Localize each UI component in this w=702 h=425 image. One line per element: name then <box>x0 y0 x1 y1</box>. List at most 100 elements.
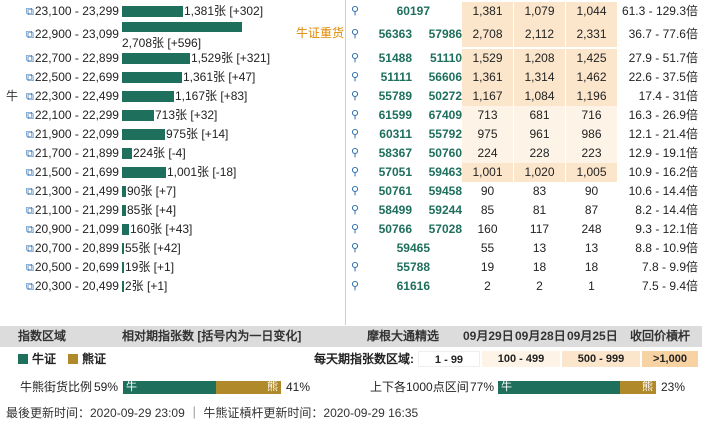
warrant-code-link[interactable]: 55792 <box>428 127 462 141</box>
highlight-label: 牛证重货 <box>296 26 345 40</box>
index-range-link[interactable]: ⧉21,700 - 21,899 <box>26 144 122 164</box>
warrant-code-link[interactable]: 59465 <box>396 241 430 255</box>
index-range-link[interactable]: ⧉20,700 - 20,899 <box>26 239 122 259</box>
search-icon[interactable]: ⚲ <box>351 52 360 64</box>
warrant-code-link[interactable]: 57051 <box>378 165 412 179</box>
contract-count-label: 224张 [-4] <box>133 146 186 160</box>
warrant-code-link[interactable]: 51111 <box>380 70 412 84</box>
ratio-left-label: 牛熊街货比例 <box>20 380 93 394</box>
contract-bar <box>122 72 182 83</box>
contract-count-label: 1,361张 [+47] <box>183 70 256 84</box>
daily-contract-value: 1,361 <box>462 68 513 87</box>
warrant-code-link[interactable]: 57986 <box>428 27 462 41</box>
search-icon[interactable]: ⚲ <box>351 28 360 40</box>
warrant-code-link[interactable]: 50766 <box>378 222 412 236</box>
search-icon[interactable]: ⚲ <box>351 223 360 235</box>
index-range-link[interactable]: ⧉21,500 - 21,699 <box>26 163 122 183</box>
search-icon[interactable]: ⚲ <box>351 242 360 254</box>
warrant-code-link[interactable]: 67409 <box>428 108 462 122</box>
daily-contract-value: 228 <box>514 144 565 163</box>
contract-count-label: 1,001张 [-18] <box>167 165 237 179</box>
daily-contract-value: 713 <box>462 106 513 125</box>
warrant-code-link[interactable]: 59244 <box>428 203 462 217</box>
search-icon[interactable]: ⚲ <box>351 128 360 140</box>
index-range-text: 20,900 - 21,099 <box>34 222 119 236</box>
warrant-code-link[interactable]: 56363 <box>378 27 412 41</box>
index-range-link[interactable]: ⧉21,100 - 21,299 <box>26 201 122 221</box>
daily-contract-value: 90 <box>480 184 495 198</box>
table-row: ⧉22,500 - 22,699 1,361张 [+47] ⚲ 51111 56606 1… <box>0 68 702 87</box>
warrant-code-link[interactable]: 61616 <box>396 279 430 293</box>
search-icon[interactable]: ⚲ <box>351 71 360 83</box>
warrant-code-link[interactable]: 57028 <box>428 222 462 236</box>
index-range-link[interactable]: ⧉20,300 - 20,499 <box>26 277 122 297</box>
contract-bar <box>122 22 242 32</box>
leverage-range: 22.6 - 37.5倍 <box>628 70 698 84</box>
leverage-range: 10.9 - 16.2倍 <box>628 165 698 179</box>
index-range-link[interactable]: ⧉22,300 - 22,499 <box>26 87 122 107</box>
index-range-link[interactable]: ⧉21,900 - 22,099 <box>26 125 122 145</box>
warrant-code-link[interactable]: 59463 <box>428 165 462 179</box>
search-icon[interactable]: ⚲ <box>351 90 360 102</box>
index-range-link[interactable]: ⧉23,100 - 23,299 <box>26 2 122 22</box>
bull-swatch <box>18 354 28 364</box>
contract-bar <box>122 53 190 64</box>
index-range-link[interactable]: ⧉22,900 - 23,099 <box>26 21 122 48</box>
search-icon[interactable]: ⚲ <box>351 109 360 121</box>
daily-contract-value: 1,167 <box>462 87 513 106</box>
daily-contract-value: 19 <box>480 260 495 274</box>
header-zone: 指数区域 <box>18 329 67 343</box>
leverage-range: 36.7 - 77.6倍 <box>628 27 698 41</box>
table-row: ⧉21,100 - 21,299 85张 [+4] ⚲ 58499 59244 85 81 8… <box>0 201 702 220</box>
warrant-code-link[interactable]: 50760 <box>428 146 462 160</box>
daily-contract-value: 55 <box>480 241 495 255</box>
index-range-link[interactable]: ⧉22,100 - 22,299 <box>26 106 122 126</box>
bear-swatch <box>68 354 78 364</box>
warrant-code-link[interactable]: 61599 <box>378 108 412 122</box>
ratio-left-bear-fill: 熊 <box>216 381 281 394</box>
warrant-code-link[interactable]: 51488 <box>378 51 412 65</box>
leverage-range: 12.9 - 19.1倍 <box>628 146 698 160</box>
warrant-code-link[interactable]: 50761 <box>378 184 412 198</box>
external-link-icon: ⧉ <box>26 281 34 293</box>
table-row: ⧉20,900 - 21,099 160张 [+43] ⚲ 50766 57028 160… <box>0 220 702 239</box>
index-range-link[interactable]: ⧉20,500 - 20,699 <box>26 258 122 278</box>
contract-bar <box>122 186 126 197</box>
warrant-code-link[interactable]: 50272 <box>428 89 462 103</box>
external-link-icon: ⧉ <box>26 72 34 84</box>
daily-contract-value: 986 <box>566 125 617 144</box>
search-icon[interactable]: ⚲ <box>351 261 360 273</box>
contract-count-label: 19张 [+1] <box>125 260 175 274</box>
table-row: ⧉23,100 - 23,299 1,381张 [+302] ⚲ 60197 1,381… <box>0 2 702 21</box>
daily-contract-value: 1,425 <box>566 49 617 68</box>
search-icon[interactable]: ⚲ <box>351 147 360 159</box>
warrant-code-link[interactable]: 55788 <box>396 260 430 274</box>
search-icon[interactable]: ⚲ <box>351 280 360 292</box>
warrant-code-link[interactable]: 56606 <box>428 70 462 84</box>
search-icon[interactable]: ⚲ <box>351 5 360 17</box>
warrant-code-link[interactable]: 58367 <box>378 146 412 160</box>
contract-count-label: 85张 [+4] <box>127 203 177 217</box>
daily-contract-value: 81 <box>532 203 547 217</box>
leverage-range: 61.3 - 129.3倍 <box>621 4 698 18</box>
warrant-code-link[interactable]: 55789 <box>378 89 412 103</box>
warrant-code-link[interactable]: 58499 <box>378 203 412 217</box>
index-range-link[interactable]: ⧉20,900 - 21,099 <box>26 220 122 240</box>
index-range-link[interactable]: ⧉21,300 - 21,499 <box>26 182 122 202</box>
table-row: ⧉21,500 - 21,699 1,001张 [-18] ⚲ 57051 59463 1… <box>0 163 702 182</box>
daily-contract-value: 13 <box>584 241 599 255</box>
ratio-row: 牛熊街货比例 59% 牛 熊 41% 上下各1000点区间 77% 牛 熊 23… <box>0 377 702 397</box>
index-range-link[interactable]: ⧉22,500 - 22,699 <box>26 68 122 88</box>
search-icon[interactable]: ⚲ <box>351 185 360 197</box>
search-icon[interactable]: ⚲ <box>351 204 360 216</box>
warrant-code-link[interactable]: 60197 <box>396 4 430 18</box>
contract-bar <box>122 110 154 121</box>
contract-bar <box>122 167 166 178</box>
warrant-code-link[interactable]: 60311 <box>379 127 412 141</box>
daily-contract-value: 1,020 <box>514 163 565 182</box>
contract-count-label: 1,529张 [+321] <box>191 51 271 65</box>
search-icon[interactable]: ⚲ <box>351 166 360 178</box>
index-range-link[interactable]: ⧉22,700 - 22,899 <box>26 49 122 69</box>
warrant-code-link[interactable]: 51110 <box>429 51 462 65</box>
warrant-code-link[interactable]: 59458 <box>428 184 462 198</box>
